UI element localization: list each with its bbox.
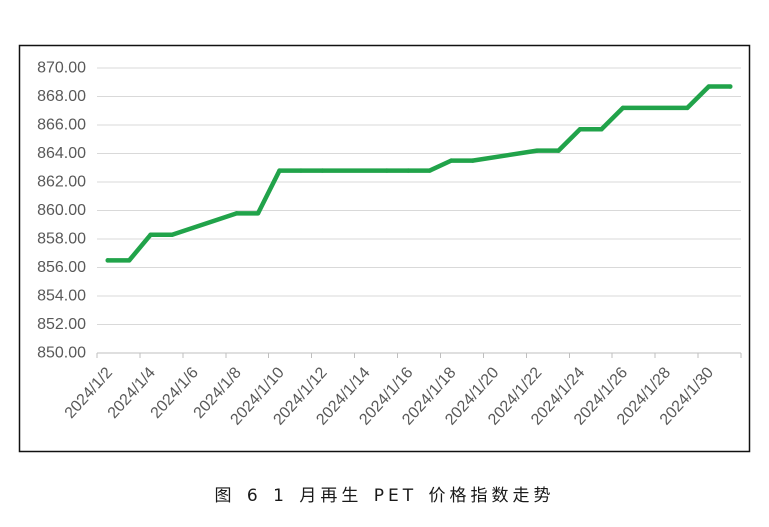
x-axis: 2024/1/22024/1/42024/1/62024/1/82024/1/1…	[62, 352, 742, 429]
y-tick-label: 856.00	[37, 259, 86, 276]
data-point	[148, 232, 153, 237]
y-tick-label: 852.00	[37, 316, 86, 333]
data-point	[255, 211, 261, 216]
data-point	[599, 127, 604, 132]
series-group	[105, 84, 733, 263]
y-tick-label: 864.00	[37, 145, 86, 162]
data-point	[728, 84, 733, 89]
y-tick-label: 862.00	[37, 174, 86, 191]
data-point	[556, 148, 561, 153]
data-point	[169, 232, 175, 237]
data-point	[470, 158, 475, 163]
data-point	[706, 84, 711, 89]
y-axis: 850.00 852.00 854.00 856.00 858.00 860.00 862.…	[37, 60, 86, 362]
y-tick-label: 866.00	[37, 117, 86, 134]
data-point	[685, 105, 690, 111]
y-tick-label: 860.00	[37, 202, 86, 219]
data-point	[427, 168, 432, 173]
series-line	[105, 84, 733, 263]
data-point	[277, 168, 282, 173]
data-point	[384, 168, 389, 173]
y-tick-label: 858.00	[37, 231, 86, 248]
data-point	[534, 148, 540, 153]
y-tick-label: 870.00	[37, 60, 86, 77]
y-tick-label: 868.00	[37, 88, 86, 105]
y-tick-label: 850.00	[37, 345, 86, 362]
data-point	[127, 258, 132, 263]
data-point	[298, 168, 304, 173]
data-point	[320, 168, 325, 173]
data-point	[406, 168, 411, 173]
data-point	[620, 105, 626, 111]
data-point	[577, 127, 583, 132]
chart-frame	[18, 44, 751, 453]
y-tick-label: 854.00	[37, 288, 86, 305]
data-point	[234, 211, 239, 216]
data-point	[449, 158, 454, 163]
gridlines	[97, 67, 741, 354]
data-point	[105, 258, 110, 263]
figure-caption: 图 6 1 月再生 PET 价格指数走势	[214, 486, 555, 506]
